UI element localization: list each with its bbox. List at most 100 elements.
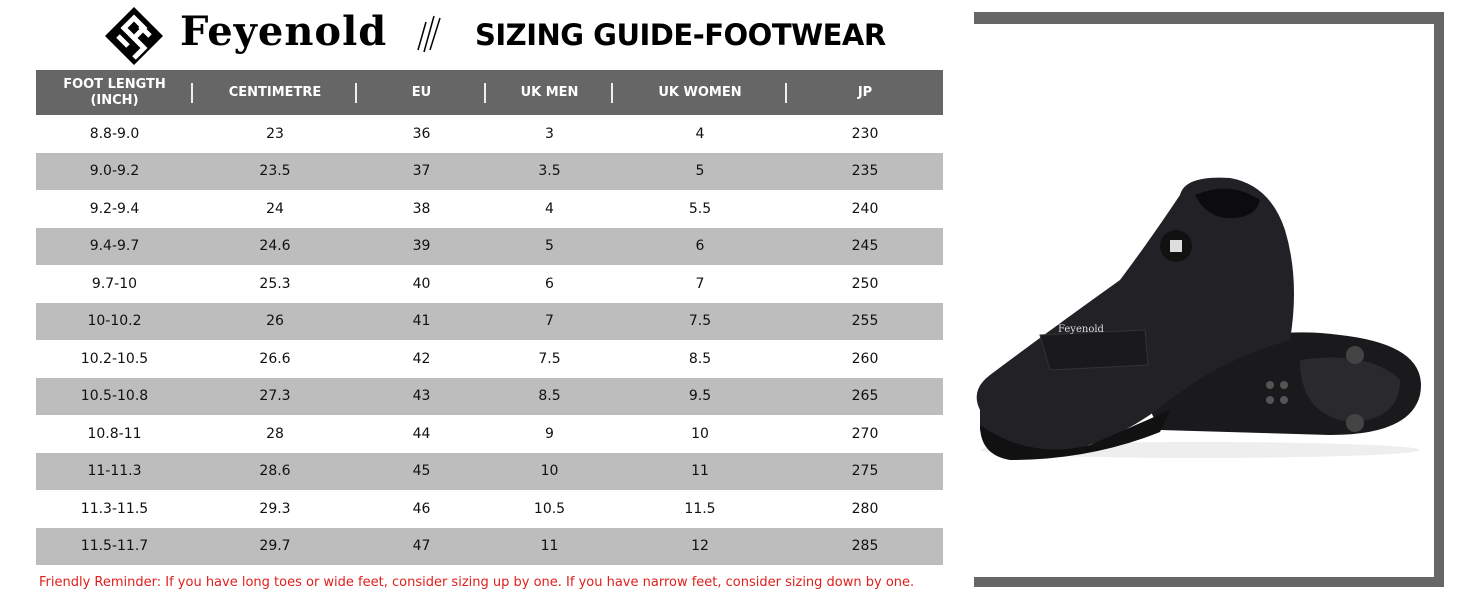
table-cell: 6 bbox=[613, 227, 787, 265]
table-row: 11.5-11.7 29.7 47 11 12 285 bbox=[36, 527, 943, 565]
table-cell: 25.3 bbox=[259, 275, 291, 292]
table-cell: 9.4-9.7 bbox=[36, 227, 193, 265]
table-cell: 45 bbox=[357, 452, 486, 490]
table-row: 9.0-9.2 23.5 37 3.5 5 235 bbox=[36, 152, 943, 190]
column-header-label: CENTIMETRE bbox=[228, 84, 322, 100]
table-cell: 12 bbox=[613, 527, 787, 565]
table-cell: 26 bbox=[193, 302, 357, 340]
table-cell: 285 bbox=[787, 527, 943, 565]
table-cell: 23 bbox=[266, 125, 284, 142]
table-cell: 28.6 bbox=[193, 452, 357, 490]
table-cell: 250 bbox=[851, 275, 879, 292]
table-cell: 26.6 bbox=[259, 350, 291, 367]
table-cell: 275 bbox=[787, 452, 943, 490]
column-header: UK MEN bbox=[486, 70, 613, 115]
table-cell: 9.0-9.2 bbox=[36, 152, 193, 190]
size-chart-table: FOOT LENGTH (INCH) CENTIMETRE EU UK MEN UK W… bbox=[36, 70, 943, 565]
table-cell: 10-10.2 bbox=[36, 302, 193, 340]
table-cell: 5 bbox=[486, 227, 613, 265]
table-cell: 4 bbox=[695, 125, 705, 142]
table-cell: 10 bbox=[486, 452, 613, 490]
table-cell: 265 bbox=[787, 377, 943, 415]
table-cell: 24 bbox=[266, 200, 284, 217]
table-cell: 10.5-10.8 bbox=[36, 377, 193, 415]
table-cell: 29.7 bbox=[193, 527, 357, 565]
table-row: 8.8-9.0 23 36 3 4 230 bbox=[36, 115, 943, 153]
table-row: 10.8-11 28 44 9 10 270 bbox=[36, 415, 943, 453]
table-cell: 9.2-9.4 bbox=[89, 200, 140, 217]
column-header: FOOT LENGTH (INCH) bbox=[36, 70, 193, 115]
table-cell: 8.8-9.0 bbox=[89, 125, 140, 142]
table-cell: 37 bbox=[357, 152, 486, 190]
header-divider bbox=[191, 83, 193, 103]
table-cell: 39 bbox=[357, 227, 486, 265]
table-cell: 10.5 bbox=[533, 500, 566, 517]
table-cell: 11-11.3 bbox=[36, 452, 193, 490]
image-frame-bottom bbox=[974, 577, 1444, 587]
table-cell: 46 bbox=[412, 500, 431, 517]
column-header-label: UK MEN bbox=[520, 84, 579, 100]
table-row: 10.5-10.8 27.3 43 8.5 9.5 265 bbox=[36, 377, 943, 415]
table-cell: 7 bbox=[486, 302, 613, 340]
table-cell: 11 bbox=[613, 452, 787, 490]
table-cell: 5 bbox=[613, 152, 787, 190]
table-cell: 6 bbox=[545, 275, 554, 292]
table-cell: 10 bbox=[691, 425, 709, 442]
table-cell: 9.7-10 bbox=[91, 275, 138, 292]
table-row: 9.4-9.7 24.6 39 5 6 245 bbox=[36, 227, 943, 265]
table-cell: 27.3 bbox=[193, 377, 357, 415]
table-cell: 3 bbox=[545, 125, 554, 142]
table-cell: 40 bbox=[412, 275, 431, 292]
header-divider bbox=[484, 83, 486, 103]
table-cell: 29.3 bbox=[259, 500, 291, 517]
table-cell: 235 bbox=[787, 152, 943, 190]
friendly-reminder: Friendly Reminder: If you have long toes… bbox=[39, 575, 915, 590]
table-cell: 9.5 bbox=[613, 377, 787, 415]
table-cell: 11.5 bbox=[684, 500, 716, 517]
brand-name: Feyenold bbox=[180, 8, 388, 55]
table-cell: 47 bbox=[357, 527, 486, 565]
table-cell: 230 bbox=[851, 125, 879, 142]
table-cell: 28 bbox=[266, 425, 284, 442]
table-cell: 43 bbox=[357, 377, 486, 415]
table-cell: 11.3-11.5 bbox=[80, 500, 149, 517]
table-row: 10.2-10.5 26.6 42 7.5 8.5 260 bbox=[36, 340, 943, 378]
header-divider bbox=[611, 83, 613, 103]
column-header: UK WOMEN bbox=[613, 70, 787, 115]
table-row: 9.2-9.4 24 38 4 5.5 240 bbox=[36, 190, 943, 228]
table-cell: 10.2-10.5 bbox=[80, 350, 149, 367]
table-cell: 10.8-11 bbox=[87, 425, 142, 442]
table-cell: 8.5 bbox=[486, 377, 613, 415]
table-cell: 11 bbox=[486, 527, 613, 565]
table-cell: 38 bbox=[412, 200, 431, 217]
page-title: SIZING GUIDE-FOOTWEAR bbox=[475, 18, 886, 52]
column-header-label: EU bbox=[411, 84, 432, 100]
column-header-label: JP bbox=[857, 84, 873, 100]
table-cell: 11.5-11.7 bbox=[36, 527, 193, 565]
table-cell: 5.5 bbox=[688, 200, 712, 217]
table-cell: 240 bbox=[851, 200, 879, 217]
table-cell: 42 bbox=[412, 350, 431, 367]
table-cell: 7.5 bbox=[538, 350, 561, 367]
table-row: 10-10.2 26 41 7 7.5 255 bbox=[36, 302, 943, 340]
table-cell: 255 bbox=[787, 302, 943, 340]
table-cell: 8.5 bbox=[688, 350, 712, 367]
table-cell: 7 bbox=[695, 275, 705, 292]
brand-logo-icon bbox=[105, 7, 163, 65]
table-cell: 260 bbox=[851, 350, 879, 367]
table-cell: 36 bbox=[412, 125, 431, 142]
table-cell: 270 bbox=[851, 425, 879, 442]
column-header: EU bbox=[357, 70, 486, 115]
table-cell: 23.5 bbox=[193, 152, 357, 190]
table-cell: 44 bbox=[412, 425, 431, 442]
column-header: JP bbox=[787, 70, 943, 115]
table-cell: 3.5 bbox=[486, 152, 613, 190]
table-cell: 24.6 bbox=[193, 227, 357, 265]
cycling-shoe-image: Feyenold bbox=[976, 177, 1421, 460]
image-frame-right bbox=[1434, 12, 1444, 587]
double-slash-divider-icon bbox=[417, 15, 441, 53]
table-cell: 7.5 bbox=[613, 302, 787, 340]
column-header: CENTIMETRE bbox=[193, 70, 357, 115]
header-divider bbox=[785, 83, 787, 103]
table-cell: 245 bbox=[787, 227, 943, 265]
